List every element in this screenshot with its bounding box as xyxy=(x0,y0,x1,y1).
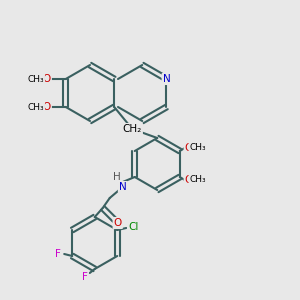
Text: CH₃: CH₃ xyxy=(27,103,44,112)
Text: O: O xyxy=(43,102,51,112)
Text: H: H xyxy=(113,172,121,182)
Text: CH₂: CH₂ xyxy=(123,124,142,134)
Text: CH₃: CH₃ xyxy=(27,74,44,83)
Text: O: O xyxy=(114,218,122,228)
Text: O: O xyxy=(43,74,51,84)
Text: Cl: Cl xyxy=(128,222,138,232)
Text: N: N xyxy=(163,74,170,84)
Text: F: F xyxy=(55,249,61,259)
Text: O: O xyxy=(184,143,193,153)
Text: N: N xyxy=(119,182,127,192)
Text: CH₃: CH₃ xyxy=(190,176,206,184)
Text: O: O xyxy=(184,175,193,185)
Text: F: F xyxy=(82,272,88,282)
Text: CH₃: CH₃ xyxy=(190,143,206,152)
